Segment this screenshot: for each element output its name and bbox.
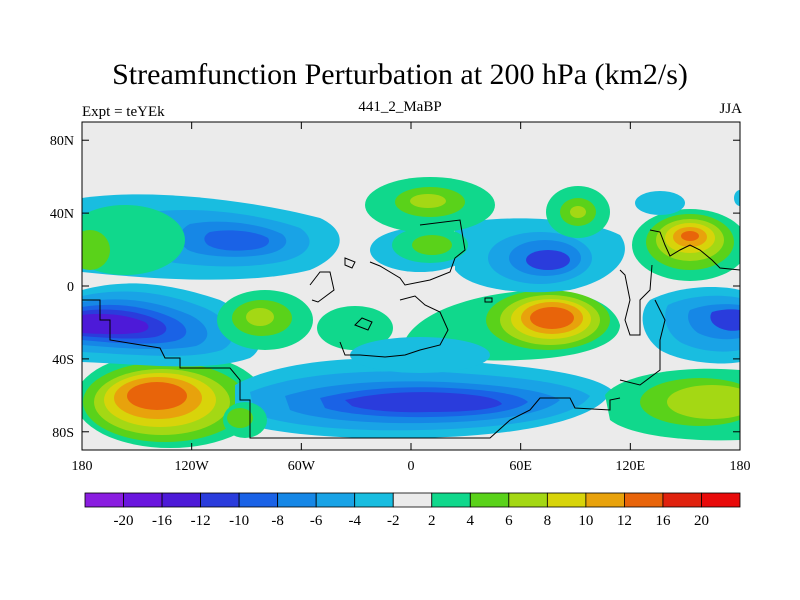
colorbar-label: 16 bbox=[655, 513, 671, 529]
contour-south-east-positive bbox=[605, 368, 740, 441]
colorbar-label: 20 bbox=[694, 513, 709, 529]
colorbar: -20 -16 -12 -10 -8 -6 -4 -2 2 4 6 8 10 12 16 20 bbox=[84, 492, 741, 529]
colorbar-swatch bbox=[200, 492, 240, 508]
colorbar-label: 12 bbox=[617, 513, 632, 529]
colorbar-label: 10 bbox=[578, 513, 593, 529]
contour-north-positive-west bbox=[82, 205, 185, 275]
contour-north-positive-east bbox=[546, 186, 610, 238]
colorbar-swatch bbox=[315, 492, 356, 508]
colorbar-label: 4 bbox=[467, 513, 475, 529]
colorbar-label: -4 bbox=[348, 513, 361, 529]
contour-east-small-negative bbox=[635, 190, 740, 215]
coastline-africa bbox=[369, 219, 466, 286]
coastline-central-america bbox=[309, 271, 335, 303]
colorbar-swatch bbox=[624, 492, 664, 508]
lon-tick-label: 120E bbox=[616, 459, 646, 474]
lat-tick-label: 80S bbox=[52, 426, 74, 441]
colorbar-label: 2 bbox=[428, 513, 436, 529]
colorbar-swatch bbox=[469, 492, 510, 508]
colorbar-label: -6 bbox=[310, 513, 323, 529]
contour-south-america-positive bbox=[223, 402, 267, 438]
coastline-caribbean bbox=[354, 317, 373, 331]
contour-north-positive-center bbox=[365, 177, 495, 263]
coastline-islands bbox=[344, 257, 356, 269]
latitude-axis: 80N 40N 0 40S 80S bbox=[50, 134, 740, 441]
colorbar-label: -16 bbox=[152, 513, 172, 529]
colorbar-label: 8 bbox=[544, 513, 552, 529]
colorbar-swatch bbox=[238, 492, 279, 508]
lon-tick-label: 60W bbox=[288, 459, 316, 474]
coastline-americas bbox=[619, 299, 666, 386]
colorbar-swatch bbox=[392, 492, 433, 508]
longitude-axis: 180 120W 60W 0 60E 120E 180 bbox=[72, 122, 751, 474]
contour-southern-ocean-negative bbox=[235, 358, 612, 439]
colorbar-swatch bbox=[123, 492, 163, 508]
coastlines bbox=[82, 219, 740, 439]
contour-north-positive-far-east bbox=[632, 209, 740, 281]
colorbar-swatch bbox=[84, 492, 124, 508]
colorbar-swatch bbox=[508, 492, 548, 508]
lat-tick-label: 0 bbox=[67, 280, 74, 295]
colorbar-swatch bbox=[701, 492, 741, 508]
lon-tick-label: 180 bbox=[730, 459, 751, 474]
lat-tick-label: 40S bbox=[52, 353, 74, 368]
colorbar-label: -10 bbox=[229, 513, 249, 529]
colorbar-label: -8 bbox=[271, 513, 284, 529]
lat-tick-label: 40N bbox=[50, 207, 74, 222]
colorbar-swatch bbox=[161, 492, 201, 508]
plot-title: Streamfunction Perturbation at 200 hPa (… bbox=[112, 58, 688, 91]
colorbar-swatch bbox=[431, 492, 471, 508]
colorbar-swatch bbox=[354, 492, 394, 508]
colorbar-label: -12 bbox=[191, 513, 211, 529]
season-label: JJA bbox=[719, 101, 742, 117]
lon-tick-label: 180 bbox=[72, 459, 93, 474]
colorbar-swatch bbox=[546, 492, 587, 508]
colorbar-label: -20 bbox=[114, 513, 134, 529]
case-label: 441_2_MaBP bbox=[358, 99, 442, 115]
contour-east-tropical-negative bbox=[642, 287, 740, 364]
lat-tick-label: 80N bbox=[50, 134, 74, 149]
colorbar-swatch bbox=[662, 492, 702, 508]
lon-tick-label: 60E bbox=[509, 459, 532, 474]
contour-south-pacific-positive bbox=[82, 352, 265, 448]
colorbar-swatch bbox=[277, 492, 317, 508]
contour-small-positive bbox=[326, 310, 370, 330]
lon-tick-label: 120W bbox=[175, 459, 210, 474]
experiment-label: Expt = teYEk bbox=[82, 104, 165, 120]
coastline-east-asia bbox=[649, 229, 740, 271]
contour-tropical-west-negative bbox=[82, 283, 260, 367]
coastline-africa-south bbox=[339, 295, 449, 358]
colorbar-swatch bbox=[585, 492, 625, 508]
contour-indian-ocean-negative bbox=[350, 337, 490, 373]
contour-east-pacific-positive bbox=[217, 290, 313, 350]
coastline-west-landmass bbox=[82, 299, 621, 439]
lon-tick-label: 0 bbox=[408, 459, 415, 474]
colorbar-label: -2 bbox=[387, 513, 400, 529]
colorbar-label: 6 bbox=[505, 513, 513, 529]
coastline-india bbox=[619, 264, 653, 336]
coastline-island-small bbox=[484, 297, 493, 303]
contour-fields bbox=[82, 177, 740, 448]
